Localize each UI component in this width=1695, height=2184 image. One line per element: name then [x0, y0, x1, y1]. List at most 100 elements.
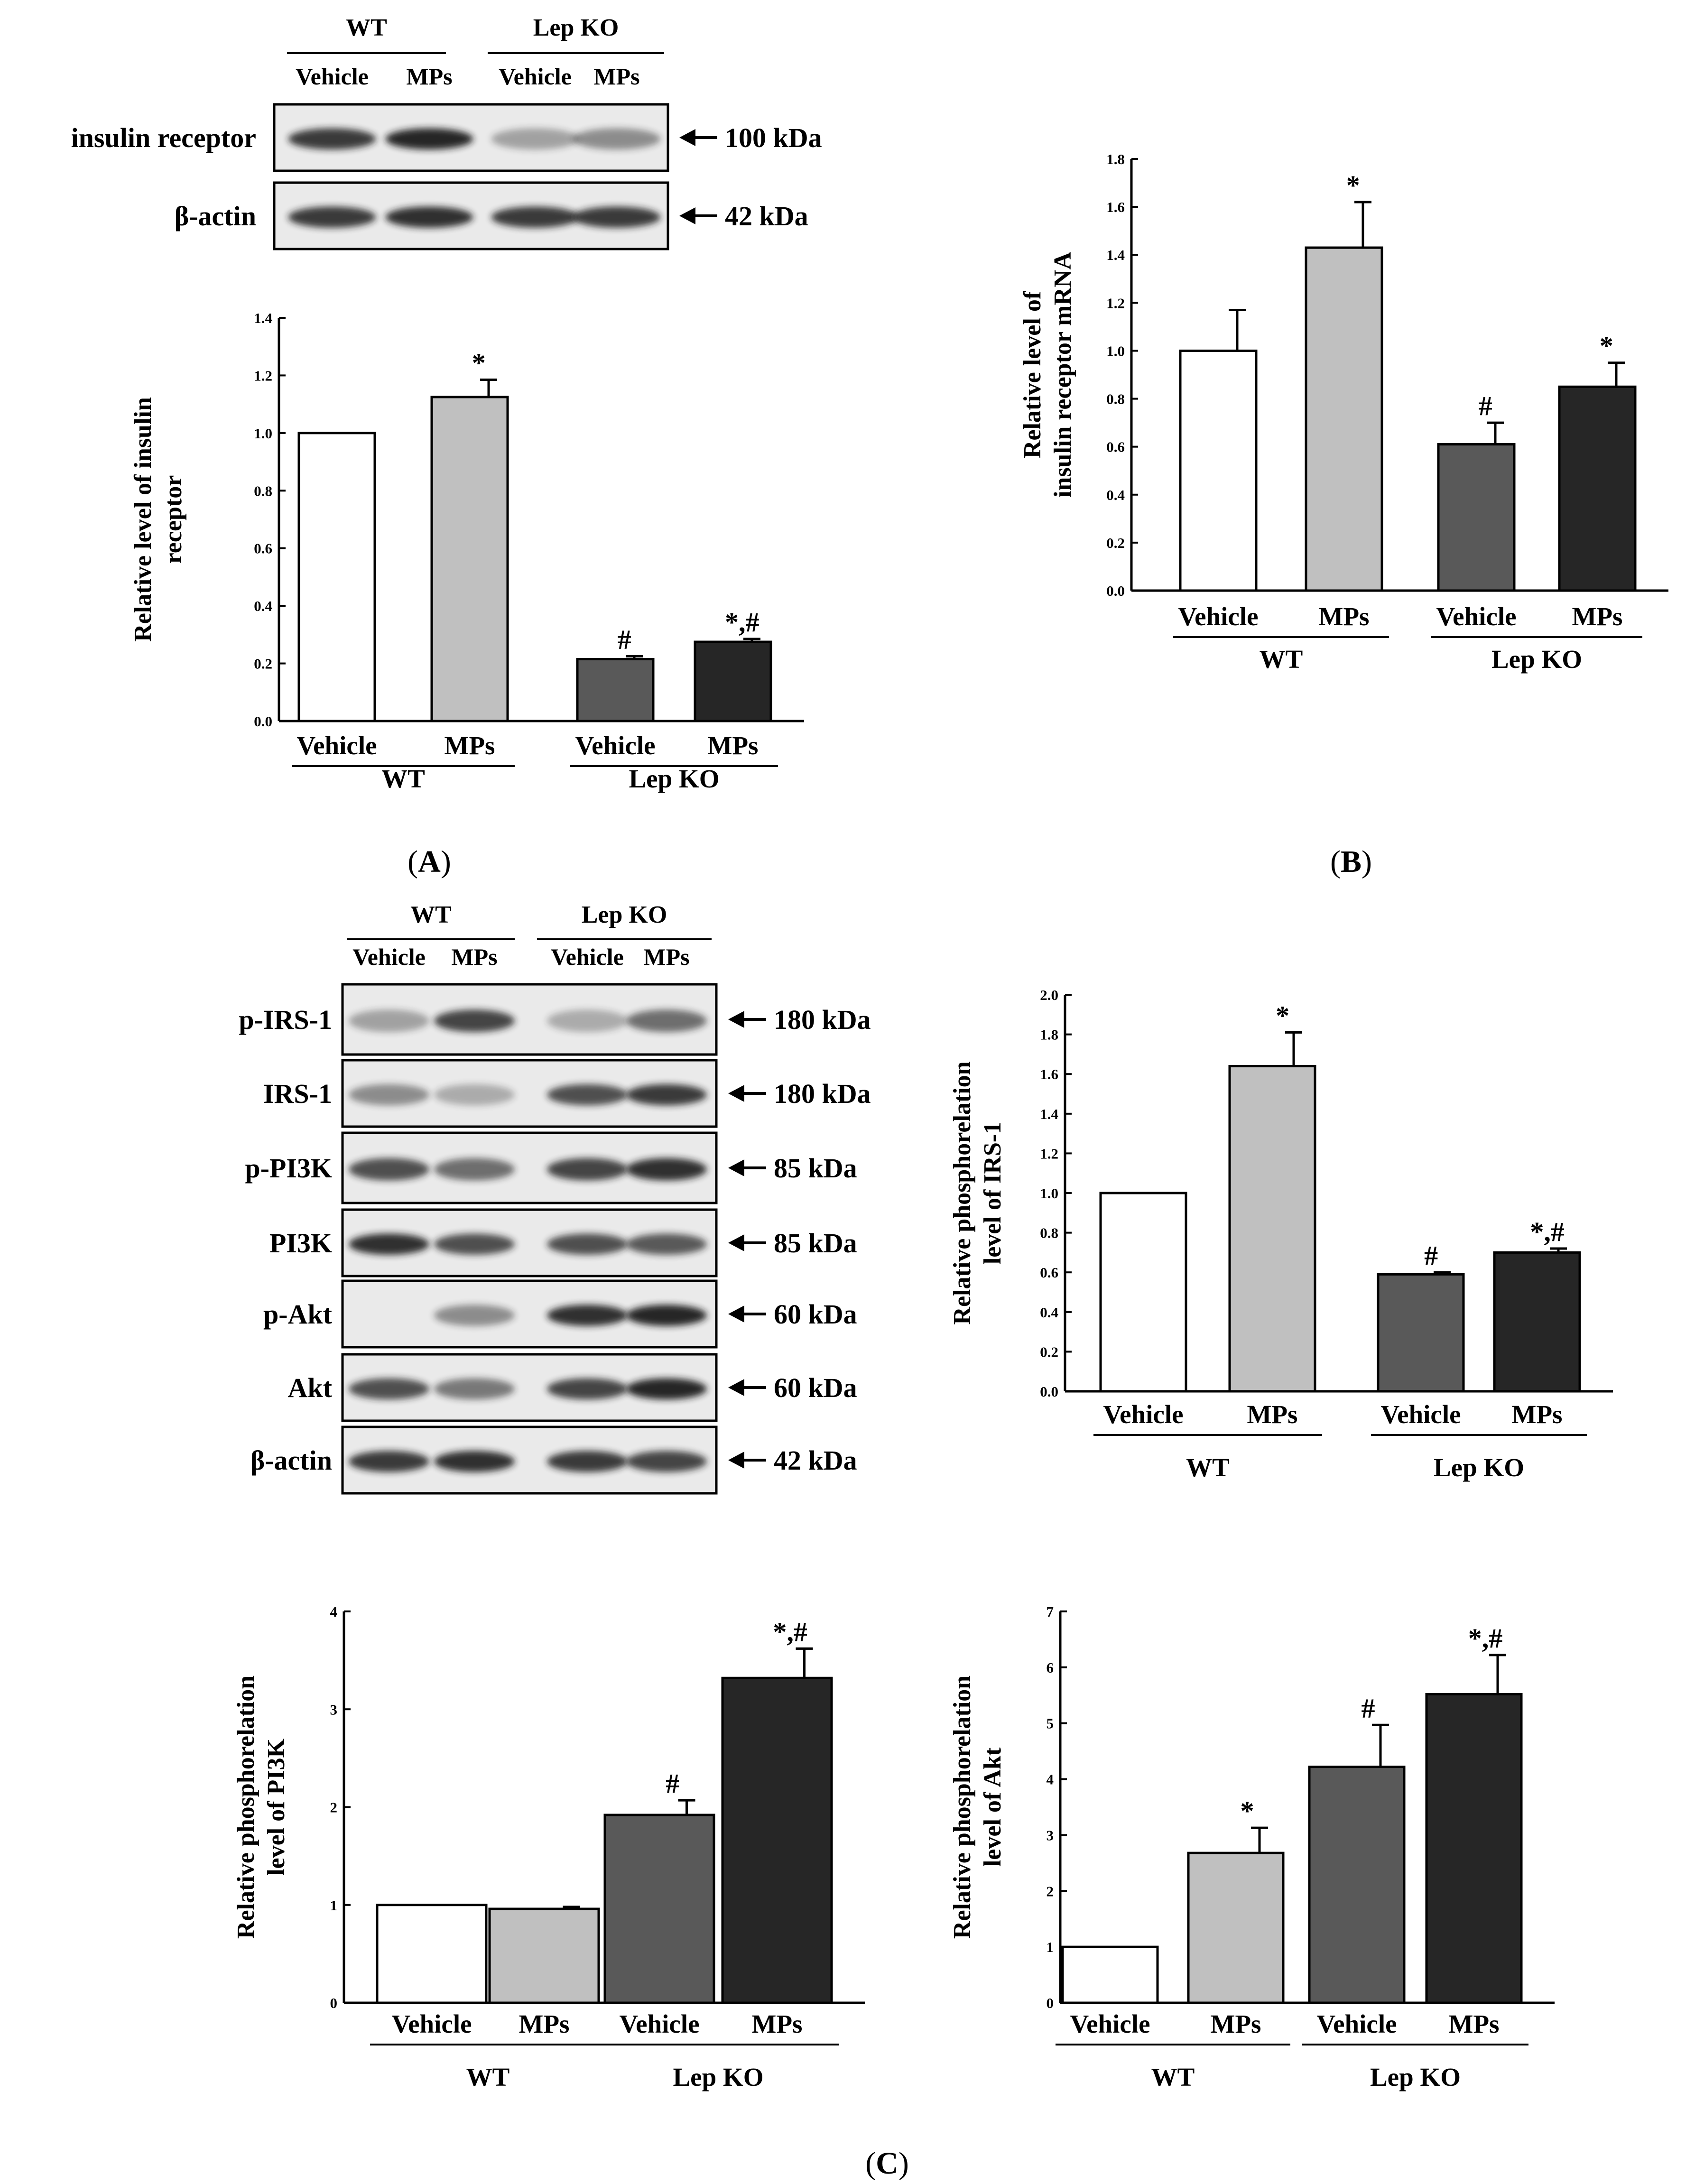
x-category-label: Vehicle: [1070, 2009, 1150, 2038]
arrow-head-icon: [728, 1011, 744, 1028]
blot-group-label-lep-ko: Lep KO: [582, 901, 667, 928]
y-tick-label: 1.0: [254, 425, 272, 442]
y-tick-label: 1.6: [1040, 1066, 1058, 1083]
band-beta-actin-lane-2: [434, 1451, 515, 1472]
molecular-weight-label: 42 kDa: [774, 1445, 857, 1476]
x-category-label: MPs: [1512, 1400, 1563, 1429]
arrow-head-icon: [679, 207, 695, 224]
insulin-receptor-western-blot: WT Lep KO Vehicle MPs Vehicle MPs insulin rece…: [71, 14, 822, 250]
blot-row-label-p-pi3k: p-PI3K: [245, 1153, 332, 1184]
x-category-label: MPs: [445, 731, 495, 760]
bar-vehicle-wt: [1099, 1192, 1187, 1393]
y-tick-label: 1.8: [1040, 1027, 1058, 1043]
x-category-label: Vehicle: [1380, 1400, 1461, 1429]
x-category-label: MPs: [1319, 602, 1370, 631]
significance-marker: *: [1346, 170, 1360, 201]
blot-row-label-p-irs-1: p-IRS-1: [239, 1004, 332, 1035]
band-beta-actin-lane-3: [491, 206, 579, 228]
y-tick-label: 1.4: [1106, 247, 1125, 263]
blot-row-label-p-akt: p-Akt: [263, 1299, 333, 1330]
blot-group-label-lep-ko: Lep KO: [533, 14, 619, 41]
significance-marker: *: [472, 348, 486, 379]
blot-row-label-akt: Akt: [288, 1372, 333, 1403]
band-p-pi3k-lane-1: [349, 1158, 429, 1181]
band-p-pi3k-lane-3: [547, 1158, 628, 1181]
x-category-label: Vehicle: [1178, 602, 1258, 631]
y-tick-label: 0.4: [254, 598, 272, 614]
irs1-phosphorylation-bar-chart: 0.0 0.2 0.4 0.6 0.8 1.0 1.2 1.4 1.6 1.8 2.0 Relativ…: [949, 987, 1613, 1482]
arrow-head-icon: [728, 1085, 744, 1102]
bar-mps-wt: [430, 396, 509, 722]
y-tick-label: 0.2: [1040, 1343, 1058, 1360]
panel-label-c: (C): [865, 2146, 909, 2181]
y-tick-label: 2.0: [1040, 987, 1058, 1003]
insulin-receptor-mrna-bar-chart: 0.0 0.2 0.4 0.6 0.8 1.0 1.2 1.4 1.6 1.8 Relative l…: [1019, 151, 1668, 674]
y-tick-label: 5: [1047, 1715, 1054, 1732]
group-label-wt: WT: [1260, 645, 1303, 674]
blot-group-label-wt: WT: [346, 14, 387, 41]
y-tick-label: 3: [330, 1701, 338, 1718]
y-tick-label: 7: [1047, 1603, 1054, 1620]
blot-lane-label-vehicle: Vehicle: [551, 944, 624, 970]
band-beta-actin-lane-4: [626, 1451, 707, 1472]
y-tick-label: 3: [1047, 1827, 1054, 1843]
significance-marker: #: [618, 624, 631, 655]
y-tick-label: 1.2: [1040, 1145, 1058, 1162]
band-irs-1-lane-3: [547, 1084, 628, 1106]
band-beta-actin-lane-1: [349, 1451, 429, 1472]
band-p-irs-1-lane-4: [626, 1009, 707, 1032]
y-tick-label: 0.8: [1040, 1225, 1058, 1241]
group-label-wt: WT: [466, 2063, 510, 2091]
y-axis-label: Relative phosphorelation level of IRS-1: [949, 1061, 1006, 1324]
y-tick-label: 6: [1047, 1659, 1054, 1676]
bar-mps-lep-ko: [721, 1676, 833, 2004]
y-tick-label: 0.2: [254, 656, 272, 672]
y-axis-label: Relative level of insulin receptor: [130, 397, 187, 642]
group-label-lep-ko: Lep KO: [1491, 645, 1582, 674]
akt-phosphorylation-bar-chart: 0 1 2 3 4 5 6 7 Relative phosphorelation level of…: [949, 1603, 1555, 2091]
y-axis-label: Relative level of insulin receptor mRNA: [1019, 252, 1076, 498]
y-axis-label: Relative phosphorelation level of Akt: [949, 1675, 1006, 1939]
y-tick-label: 0: [330, 1995, 338, 2011]
molecular-weight-label: 85 kDa: [774, 1228, 857, 1259]
band-p-akt-lane-2: [434, 1305, 515, 1326]
band-insulin-receptor-lane-2: [385, 128, 473, 150]
x-category-label: MPs: [1449, 2009, 1500, 2038]
y-tick-label: 0.6: [254, 540, 272, 557]
y-tick-label: 1.6: [1106, 199, 1125, 215]
y-tick-label: 1.4: [1040, 1106, 1058, 1122]
significance-marker: #: [1362, 1693, 1375, 1723]
bar-mps-wt: [1187, 1851, 1285, 2004]
group-label-lep-ko: Lep KO: [629, 764, 720, 793]
y-tick-label: 1.4: [254, 310, 272, 326]
bar-mps-lep-ko: [1558, 385, 1637, 592]
blot-lane-label-mps: MPs: [593, 63, 639, 90]
band-p-pi3k-lane-4: [626, 1158, 707, 1181]
panel-label-b: (B): [1330, 844, 1372, 879]
molecular-weight-label: 180 kDa: [774, 1004, 871, 1035]
y-tick-label: 4: [1047, 1771, 1054, 1788]
band-pi3k-lane-4: [626, 1233, 707, 1255]
significance-marker: #: [666, 1768, 679, 1799]
bar-vehicle-lep-ko: [603, 1814, 715, 2004]
group-label-lep-ko: Lep KO: [673, 2063, 764, 2091]
x-category-label: MPs: [1247, 1400, 1298, 1429]
y-tick-label: 4: [330, 1603, 338, 1620]
band-pi3k-lane-2: [434, 1233, 515, 1255]
bar-vehicle-lep-ko: [576, 657, 655, 722]
x-category-label: MPs: [1211, 2009, 1261, 2038]
y-tick-label: 0.4: [1106, 487, 1125, 503]
blot-row-label-irs-1: IRS-1: [263, 1078, 332, 1109]
band-akt-lane-3: [547, 1378, 628, 1400]
significance-marker: *,#: [1468, 1623, 1503, 1654]
arrow-head-icon: [728, 1452, 744, 1469]
band-p-irs-1-lane-1: [349, 1009, 429, 1032]
x-category-label: MPs: [1572, 602, 1623, 631]
molecular-weight-label: 42 kDa: [725, 201, 808, 231]
bar-vehicle-lep-ko: [1437, 443, 1516, 592]
bar-mps-wt: [1305, 246, 1383, 592]
molecular-weight-label: 100 kDa: [725, 122, 822, 153]
x-category-label: Vehicle: [575, 731, 655, 760]
bar-mps-lep-ko: [1493, 1251, 1581, 1393]
